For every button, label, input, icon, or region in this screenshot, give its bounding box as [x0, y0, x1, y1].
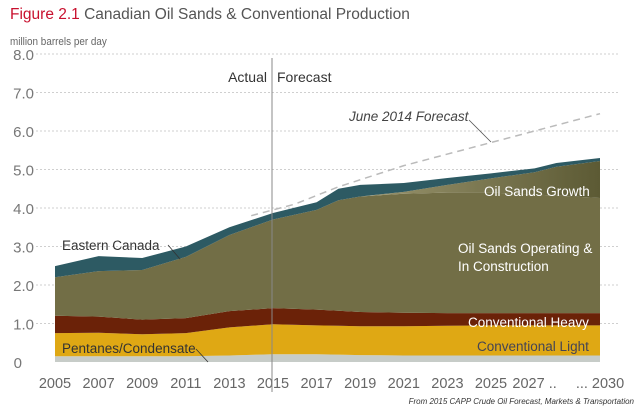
- y-tick-label: 6.0: [13, 124, 34, 141]
- y-tick-label: 2.0: [13, 278, 34, 295]
- oil-sands-operating-label-line1: Oil Sands Operating &: [458, 241, 592, 256]
- x-tick-label: 2007: [82, 376, 114, 392]
- area-oil-sands-operating-in-construction: [55, 192, 600, 320]
- actual-label: Actual: [228, 69, 267, 85]
- source-note: From 2015 CAPP Crude Oil Forecast, Marke…: [408, 397, 634, 406]
- y-tick-label: 5.0: [13, 163, 34, 180]
- area-conventional-light: [55, 324, 600, 357]
- x-tick-label: 2005: [39, 376, 71, 392]
- oil-sands-growth-label: Oil Sands Growth: [484, 184, 590, 199]
- y-tick-label: 8.0: [13, 47, 34, 64]
- area-pentanes-condensate: [55, 354, 600, 362]
- figure-title: Figure 2.1 Canadian Oil Sands & Conventi…: [10, 6, 410, 24]
- x-tick-label: 2011: [170, 376, 201, 392]
- y-tick-label: 0: [14, 355, 22, 372]
- x-tick-label: 2009: [126, 376, 158, 392]
- area-conventional-heavy: [55, 308, 600, 335]
- forecast-label: Forecast: [277, 69, 332, 85]
- june-2014-forecast-label: June 2014 Forecast: [348, 109, 470, 124]
- x-tick-label: 2015: [257, 376, 289, 392]
- x-tick-label: 2023: [431, 376, 463, 392]
- y-tick-label: 1.0: [13, 317, 34, 334]
- y-tick-label: 3.0: [13, 240, 34, 257]
- y-axis-label: million barrels per day: [10, 36, 107, 48]
- oil-sands-operating-label-line2: In Construction: [458, 259, 549, 274]
- y-tick-label: 4.0: [13, 201, 34, 218]
- pentanes-label: Pentanes/Condensate: [62, 341, 196, 356]
- figure-title-text: Canadian Oil Sands & Conventional Produc…: [84, 6, 410, 23]
- area-oil-sands-growth: [55, 161, 600, 278]
- x-tick-label: 2025: [475, 376, 507, 392]
- conventional-light-label: Conventional Light: [477, 339, 589, 354]
- x-tick-label: ... 2030: [576, 376, 624, 392]
- eastern-canada-leader: [167, 244, 181, 260]
- june-2014-forecast-line: [251, 112, 601, 217]
- x-tick-label: 2017: [300, 376, 332, 392]
- area-eastern-canada: [55, 157, 600, 278]
- figure-number: Figure 2.1: [10, 6, 80, 23]
- x-tick-label: 2027 ..: [512, 376, 556, 392]
- eastern-canada-label: Eastern Canada: [62, 238, 160, 253]
- june-2014-forecast-leader: [468, 119, 492, 143]
- x-tick-label: 2019: [344, 376, 376, 392]
- x-tick-label: 2021: [388, 376, 420, 392]
- pentanes-leader: [195, 348, 209, 363]
- y-tick-label: 7.0: [13, 86, 34, 103]
- x-tick-label: 2013: [213, 376, 245, 392]
- conventional-heavy-label: Conventional Heavy: [468, 315, 589, 330]
